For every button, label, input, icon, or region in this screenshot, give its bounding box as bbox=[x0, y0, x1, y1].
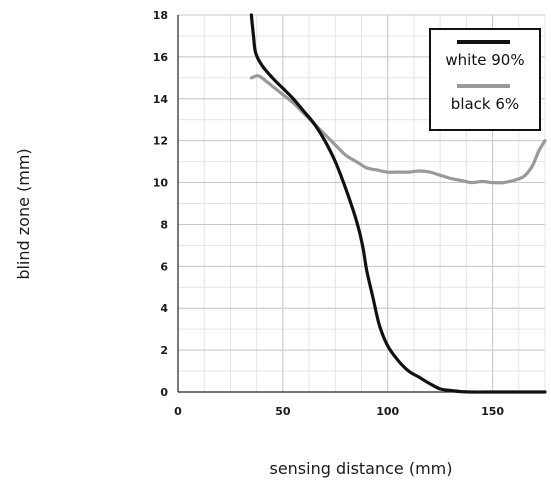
y-tick-label: 12 bbox=[153, 135, 168, 148]
y-tick-label: 10 bbox=[153, 177, 169, 190]
legend-label: white 90% bbox=[445, 51, 524, 69]
x-tick-label: 0 bbox=[174, 405, 182, 418]
y-tick-label: 4 bbox=[160, 302, 168, 315]
series-line-white-90 bbox=[249, 13, 547, 394]
legend: white 90% black 6% bbox=[429, 28, 541, 131]
tick-labels: 0 2 4 6 8 10 12 14 16 18 0 50 100 150 bbox=[153, 9, 505, 418]
y-axis-title: blind zone (mm) bbox=[14, 148, 33, 279]
y-tick-label: 14 bbox=[153, 93, 169, 106]
x-tick-label: 50 bbox=[275, 405, 291, 418]
series-lines bbox=[249, 13, 547, 394]
x-tick-label: 100 bbox=[376, 405, 399, 418]
y-tick-label: 8 bbox=[160, 218, 168, 231]
y-tick-label: 2 bbox=[160, 344, 168, 357]
legend-box bbox=[429, 28, 541, 131]
y-tick-label: 0 bbox=[160, 386, 168, 399]
x-tick-label: 150 bbox=[481, 405, 504, 418]
y-tick-label: 16 bbox=[153, 51, 169, 64]
x-axis-title: sensing distance (mm) bbox=[269, 459, 452, 478]
legend-label: black 6% bbox=[451, 95, 519, 113]
series-line-black-6 bbox=[249, 74, 547, 185]
y-tick-label: 18 bbox=[153, 9, 168, 22]
y-tick-label: 6 bbox=[160, 260, 168, 273]
